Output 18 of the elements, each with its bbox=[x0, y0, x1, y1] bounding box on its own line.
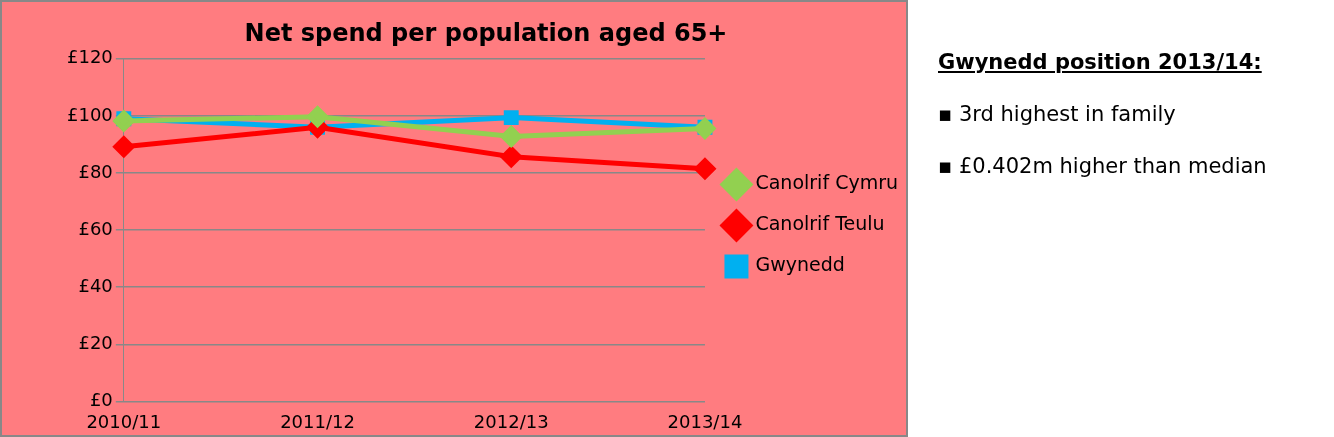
chart-title: Net spend per population aged 65+ bbox=[244, 18, 728, 47]
x-tick-label: 2010/11 bbox=[86, 410, 162, 432]
y-tick-label: £40 bbox=[78, 274, 113, 296]
legend-label: Canolrif Teulu bbox=[755, 212, 885, 235]
legend-label: Canolrif Cymru bbox=[755, 171, 898, 194]
text: Gwynedd position 2013/14: bbox=[938, 50, 1263, 74]
y-tick-label: £20 bbox=[78, 331, 113, 353]
x-tick-label: 2011/12 bbox=[280, 410, 355, 432]
y-tick-label: £80 bbox=[78, 160, 113, 182]
y-tick-label: £120 bbox=[67, 46, 113, 68]
x-tick-label: 2013/14 bbox=[667, 410, 743, 432]
text: ▪ £0.402m higher than median bbox=[938, 154, 1268, 178]
y-tick-label: £100 bbox=[67, 103, 113, 125]
y-tick-label: £0 bbox=[89, 389, 113, 411]
text: ▪ 3rd highest in family bbox=[938, 102, 1177, 126]
legend-label: Gwynedd bbox=[755, 253, 845, 276]
y-tick-label: £60 bbox=[78, 217, 113, 239]
x-tick-label: 2012/13 bbox=[473, 410, 549, 432]
